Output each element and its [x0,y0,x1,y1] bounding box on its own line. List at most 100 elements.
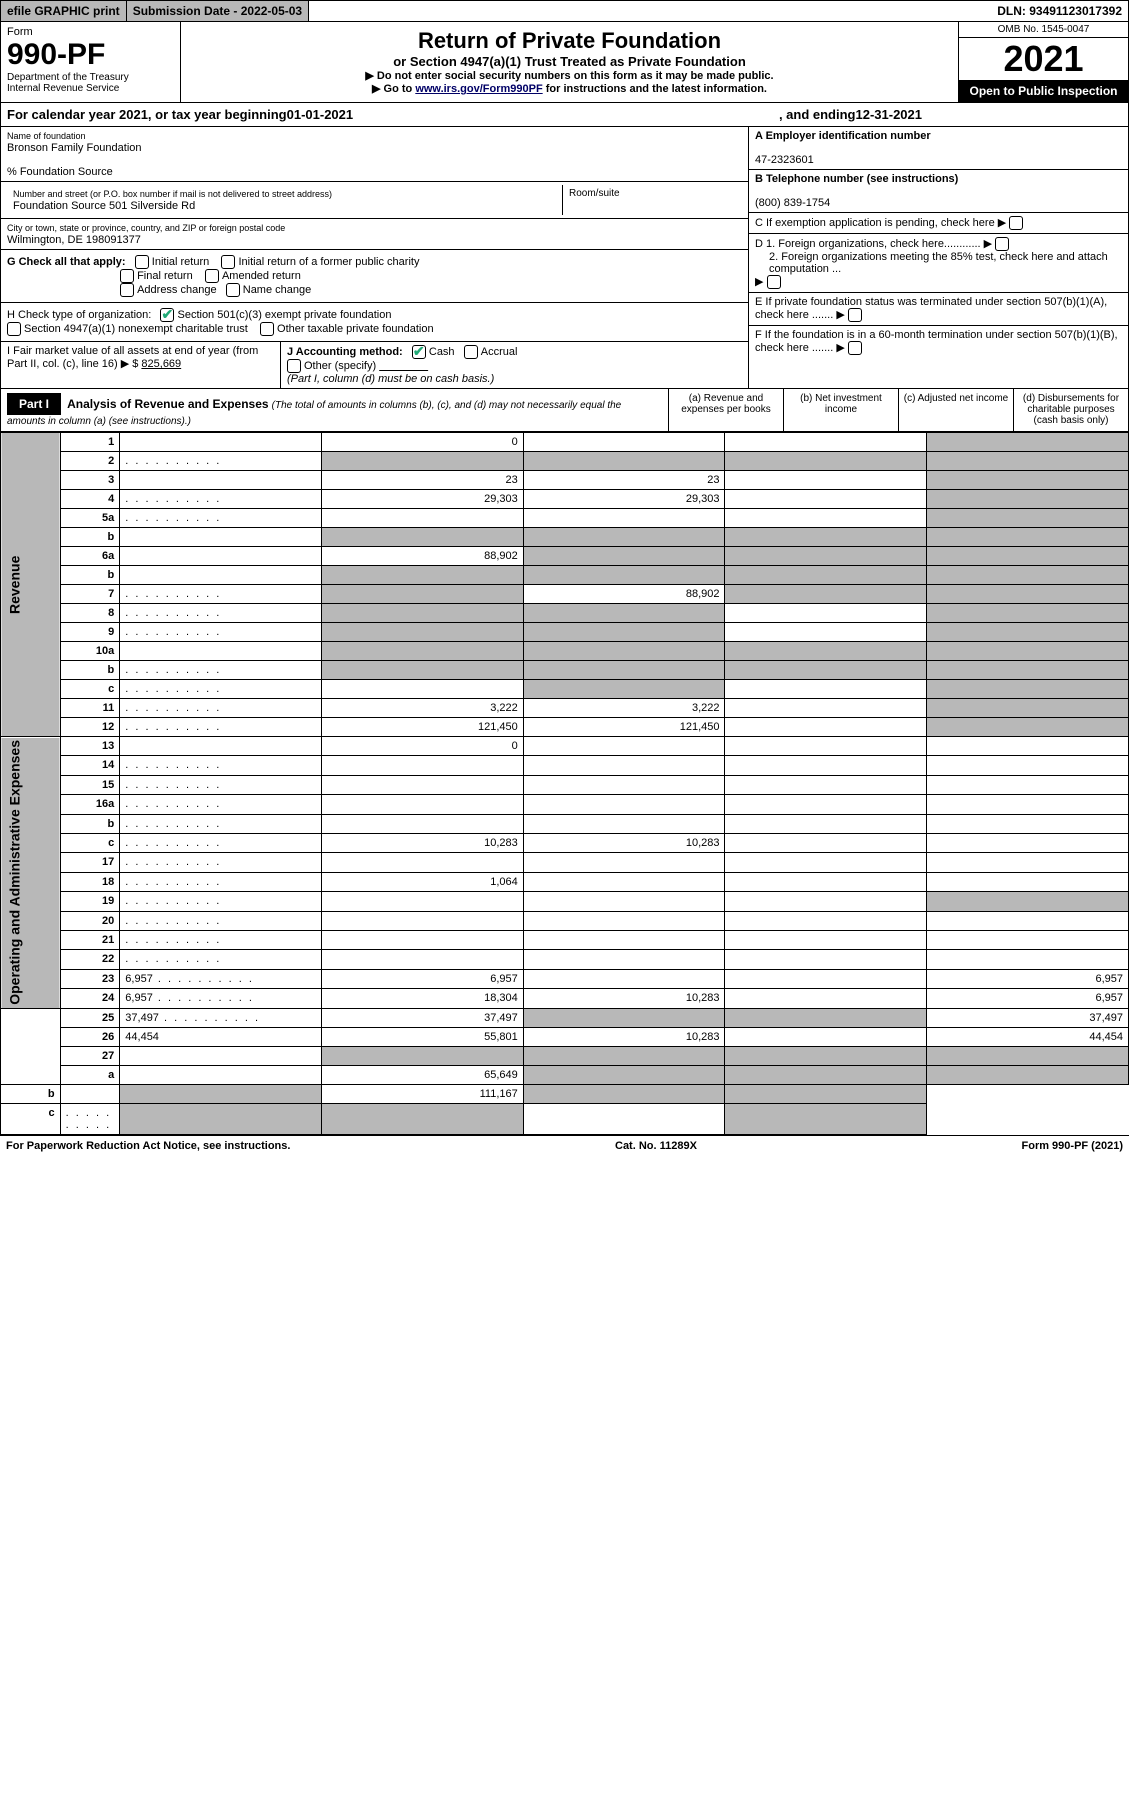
amount-col-c [725,452,927,471]
checkbox-icon[interactable] [464,345,478,359]
amount-col-d [927,872,1129,891]
line-description [120,950,322,969]
amount-col-c [725,699,927,718]
checkbox-icon[interactable] [260,322,274,336]
table-row: 21 [1,931,1129,950]
table-row: 246,95718,30410,2836,957 [1,989,1129,1009]
amount-col-c [725,989,927,1009]
expenses-side-label: Operating and Administrative Expenses [1,737,61,1009]
table-row: 27 [1,1046,1129,1065]
line-number: 14 [60,756,120,775]
line-number: 19 [60,892,120,911]
checkbox-icon[interactable] [205,269,219,283]
amount-col-a: 121,450 [322,718,524,737]
amount-col-c [725,1065,927,1084]
table-row: 181,064 [1,872,1129,891]
amount-col-c [725,547,927,566]
checkbox-icon[interactable] [120,283,134,297]
efile-label: efile GRAPHIC print [1,1,127,21]
amount-col-a [322,950,524,969]
amount-col-a [322,642,524,661]
line-number: b [60,661,120,680]
amount-col-a [322,680,524,699]
line-description [120,795,322,814]
checkbox-icon[interactable] [120,269,134,283]
amount-col-d [927,737,1129,756]
amount-col-b: 10,283 [523,1027,725,1046]
checkbox-checked-icon[interactable] [412,345,426,359]
foundation-name: Bronson Family Foundation [7,142,142,154]
amount-col-b: 3,222 [523,699,725,718]
fmv-value: 825,669 [141,358,181,370]
amount-col-b [523,931,725,950]
amount-col-c [725,775,927,794]
checkbox-icon[interactable] [767,275,781,289]
amount-col-a: 18,304 [322,989,524,1009]
form-id-block: Form 990-PF Department of the Treasury I… [1,22,181,102]
checkbox-icon[interactable] [226,283,240,297]
section-h: H Check type of organization: Section 50… [1,303,748,342]
table-row: b [1,566,1129,585]
line-description [60,1084,120,1103]
checkbox-icon[interactable] [7,322,21,336]
amount-col-b [523,604,725,623]
line-description [120,911,322,930]
checkbox-icon[interactable] [995,237,1009,251]
amount-col-d [927,452,1129,471]
amount-col-a [322,566,524,585]
amount-col-d [927,950,1129,969]
amount-col-d [927,585,1129,604]
dln: DLN: 93491123017392 [991,1,1128,21]
amount-col-a [322,892,524,911]
line-number: 23 [60,969,120,988]
table-row: 113,2223,222 [1,699,1129,718]
amount-col-d [927,892,1129,911]
checkbox-checked-icon[interactable] [160,308,174,322]
checkbox-icon[interactable] [135,255,149,269]
amount-col-c [725,528,927,547]
amount-col-a [322,775,524,794]
line-description [120,604,322,623]
amount-col-b [523,969,725,988]
checkbox-icon[interactable] [221,255,235,269]
amount-col-d: 37,497 [927,1008,1129,1027]
amount-col-d [927,509,1129,528]
amount-col-b [523,661,725,680]
form-ref: Form 990-PF (2021) [1022,1140,1123,1152]
line-description [120,737,322,756]
amount-col-a [322,604,524,623]
form-subtitle: or Section 4947(a)(1) Trust Treated as P… [187,54,952,69]
table-row: 12121,450121,450 [1,718,1129,737]
line-description [120,834,322,853]
checkbox-icon[interactable] [1009,216,1023,230]
irs-link[interactable]: www.irs.gov/Form990PF [415,83,542,95]
amount-col-d [927,547,1129,566]
line-number: 16a [60,795,120,814]
room-suite: Room/suite [562,185,742,215]
table-row: 17 [1,853,1129,872]
line-number: 25 [60,1008,120,1027]
amount-col-d [927,471,1129,490]
line-description [60,1103,120,1134]
checkbox-icon[interactable] [848,341,862,355]
line-description [120,509,322,528]
amount-col-b [523,950,725,969]
form-title: Return of Private Foundation [187,28,952,54]
form-header: Form 990-PF Department of the Treasury I… [0,22,1129,103]
line-number: 8 [60,604,120,623]
line-number: c [60,834,120,853]
table-row: c [1,1103,1129,1134]
amount-col-c [725,872,927,891]
amount-col-b [523,911,725,930]
amount-col-c [725,604,927,623]
checkbox-icon[interactable] [287,359,301,373]
amount-col-b [523,547,725,566]
table-row: 2537,49737,49737,497 [1,1008,1129,1027]
checkbox-icon[interactable] [848,308,862,322]
amount-col-b: 23 [523,471,725,490]
amount-col-d [927,911,1129,930]
amount-col-c [523,1103,725,1134]
amount-col-a: 0 [322,433,524,452]
line-description: 6,957 [120,969,322,988]
amount-col-a: 3,222 [322,699,524,718]
